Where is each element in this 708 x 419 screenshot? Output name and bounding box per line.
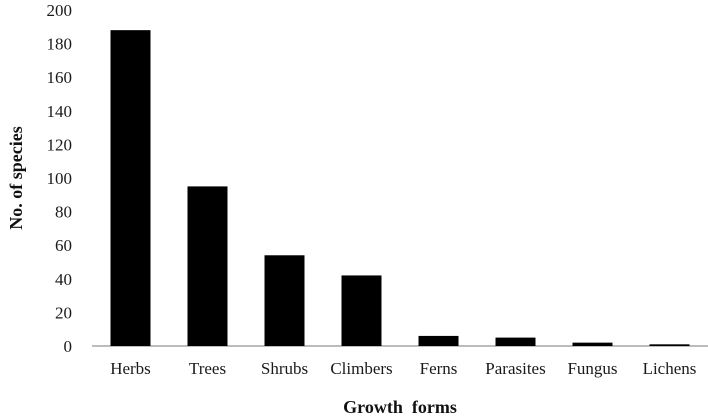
- y-tick-label: 100: [47, 169, 73, 188]
- y-tick-label: 40: [55, 270, 72, 289]
- x-tick-label: Shrubs: [261, 359, 308, 378]
- x-tick-label: Parasites: [485, 359, 545, 378]
- y-tick-label: 180: [47, 35, 73, 54]
- y-axis-tick-labels: 0 20 40 60 80 100 120 140 160 180 200: [47, 1, 73, 356]
- bar-trees: [187, 186, 228, 346]
- x-tick-label: Fungus: [567, 359, 617, 378]
- y-tick-label: 120: [47, 135, 73, 154]
- y-tick-label: 20: [55, 303, 72, 322]
- bar-fungus: [572, 342, 613, 346]
- x-axis-title: Growth forms: [343, 397, 457, 417]
- bar-climbers: [341, 275, 382, 346]
- bars: [110, 30, 690, 346]
- bar-shrubs: [264, 255, 305, 346]
- y-tick-label: 0: [64, 337, 73, 356]
- y-tick-label: 60: [55, 236, 72, 255]
- x-tick-label: Lichens: [643, 359, 697, 378]
- x-tick-label: Climbers: [330, 359, 392, 378]
- y-axis-title: No. of species: [6, 126, 26, 229]
- x-tick-label: Ferns: [420, 359, 458, 378]
- y-tick-label: 200: [47, 1, 73, 20]
- x-axis-tick-labels: Herbs Trees Shrubs Climbers Ferns Parasites Fu…: [110, 359, 696, 378]
- bar-parasites: [495, 337, 536, 346]
- y-tick-label: 160: [47, 68, 73, 87]
- bar-herbs: [110, 30, 151, 346]
- y-tick-label: 140: [47, 102, 73, 121]
- bar-ferns: [418, 335, 459, 346]
- x-tick-label: Herbs: [110, 359, 151, 378]
- y-tick-label: 80: [55, 203, 72, 222]
- bar-lichens: [649, 344, 690, 346]
- x-tick-label: Trees: [189, 359, 226, 378]
